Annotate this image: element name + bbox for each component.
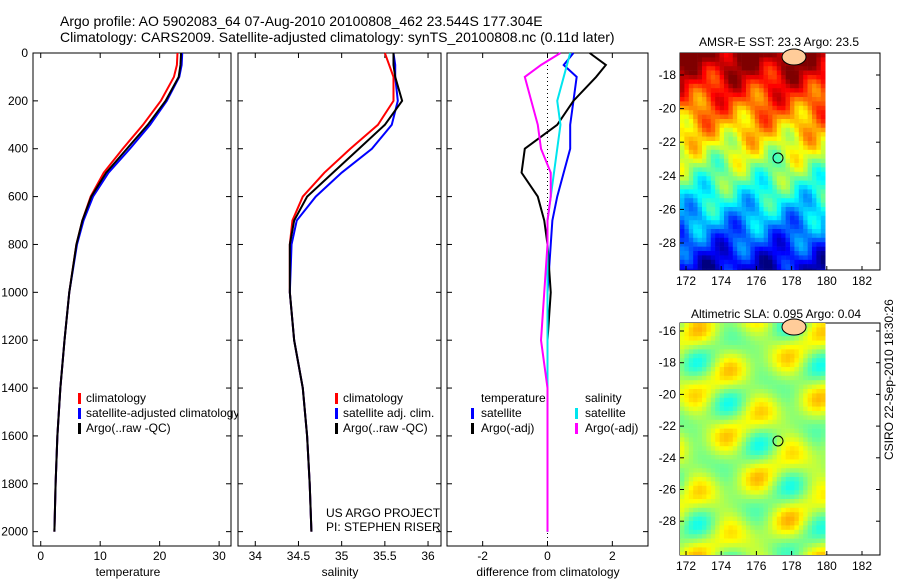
- legend-swatch: [471, 408, 474, 419]
- x-tick-label: 36: [421, 549, 435, 563]
- y-tick-label: -26: [659, 483, 677, 497]
- x-tick-label: 182: [852, 559, 872, 573]
- y-tick-label: 1600: [1, 429, 28, 443]
- y-tick-label: -22: [659, 419, 677, 433]
- x-tick-label: 2: [609, 549, 616, 563]
- sla-heatmap: [680, 323, 826, 555]
- land-fiji: [781, 318, 807, 336]
- x-tick-label: 172: [676, 274, 696, 288]
- legend-label: Argo(..raw -QC): [343, 421, 428, 435]
- plot-frame-0: [32, 52, 232, 547]
- side-stamp: CSIRO 22-Sep-2010 18:30:26: [882, 299, 896, 460]
- x-tick-label: -2: [477, 549, 488, 563]
- x-tick-label: 0: [37, 549, 44, 563]
- legend-swatch: [471, 423, 474, 434]
- series-line-argo-raw-qc-: [288, 53, 404, 532]
- y-tick-label: 200: [8, 94, 28, 108]
- legend-swatch: [78, 423, 81, 434]
- y-tick-label: -26: [659, 202, 677, 216]
- sst-heatmap: [680, 53, 826, 270]
- argo-location-marker: [772, 152, 784, 164]
- x-tick-label: 34: [249, 549, 263, 563]
- y-tick-label: 1800: [1, 477, 28, 491]
- y-tick-label: 2000: [1, 525, 28, 539]
- project-label: US ARGO PROJECT: [326, 506, 441, 520]
- y-tick-label: 800: [8, 237, 28, 251]
- legend-swatch: [78, 393, 81, 404]
- series-line-salinity-argo-adj-: [523, 52, 561, 532]
- y-tick-label: -28: [659, 514, 677, 528]
- legend-label: Argo(..raw -QC): [86, 421, 171, 435]
- y-tick-label: -20: [659, 387, 677, 401]
- legend-title: temperature: [481, 391, 546, 405]
- legend-label: satellite: [585, 406, 626, 420]
- xlabel-salinity: salinity: [322, 565, 359, 579]
- argo-location-marker: [772, 435, 784, 447]
- y-tick-label: 1200: [1, 333, 28, 347]
- sst-map-title: AMSR-E SST: 23.3 Argo: 23.5: [699, 35, 859, 49]
- x-tick-label: 178: [782, 274, 802, 288]
- y-tick-label: -20: [659, 102, 677, 116]
- x-tick-label: 174: [711, 559, 731, 573]
- legend-label: satellite adj. clim.: [343, 406, 434, 420]
- y-tick-label: -24: [659, 451, 677, 465]
- pi-label: PI: STEPHEN RISER: [326, 520, 441, 534]
- x-tick-label: 172: [676, 559, 696, 573]
- x-tick-label: 180: [817, 274, 837, 288]
- x-tick-label: 34.5: [287, 549, 311, 563]
- x-tick-label: 30: [212, 549, 226, 563]
- y-tick-label: 1400: [1, 381, 28, 395]
- x-tick-label: 180: [817, 559, 837, 573]
- x-tick-label: 178: [782, 559, 802, 573]
- land-fiji: [781, 48, 807, 66]
- legend-label: climatology: [343, 391, 403, 405]
- y-tick-label: 400: [8, 142, 28, 156]
- legend-swatch: [335, 408, 338, 419]
- legend-label: satellite: [481, 406, 522, 420]
- x-tick-label: 10: [94, 549, 108, 563]
- legend-label: Argo(-adj): [585, 421, 638, 435]
- x-tick-label: 176: [746, 559, 766, 573]
- legend-swatch: [78, 408, 81, 419]
- y-tick-label: -22: [659, 135, 677, 149]
- figure-title-line2: Climatology: CARS2009. Satellite-adjuste…: [60, 29, 615, 45]
- x-tick-label: 182: [852, 274, 872, 288]
- y-tick-label: -18: [659, 356, 677, 370]
- xlabel-temperature: temperature: [96, 565, 161, 579]
- legend-label: satellite-adjusted climatology: [86, 406, 239, 420]
- x-tick-label: 35: [335, 549, 349, 563]
- y-tick-label: 600: [8, 190, 28, 204]
- x-tick-label: 176: [746, 274, 766, 288]
- x-tick-label: 20: [153, 549, 167, 563]
- sla-map-title: Altimetric SLA: 0.095 Argo: 0.04: [691, 307, 861, 321]
- legend-swatch: [335, 423, 338, 434]
- legend-title: salinity: [585, 391, 622, 405]
- y-tick-label: 1000: [1, 285, 28, 299]
- x-tick-label: 174: [711, 274, 731, 288]
- x-tick-label: 35.5: [373, 549, 397, 563]
- legend-swatch: [575, 423, 578, 434]
- y-tick-label: -24: [659, 169, 677, 183]
- plot-frame-1: [237, 52, 442, 547]
- y-tick-label: -18: [659, 68, 677, 82]
- xlabel-diff: difference from climatology: [476, 565, 619, 579]
- legend-label: climatology: [86, 391, 146, 405]
- y-tick-label: -16: [659, 324, 677, 338]
- y-tick-label: 0: [21, 46, 28, 60]
- figure-title-line1: Argo profile: AO 5902083_64 07-Aug-2010 …: [60, 13, 543, 29]
- series-line-argo-raw-qc-: [53, 52, 183, 532]
- x-tick-label: 0: [544, 549, 551, 563]
- legend-swatch: [335, 393, 338, 404]
- legend-label: Argo(-adj): [481, 421, 534, 435]
- legend-swatch: [575, 408, 578, 419]
- y-tick-label: -28: [659, 236, 677, 250]
